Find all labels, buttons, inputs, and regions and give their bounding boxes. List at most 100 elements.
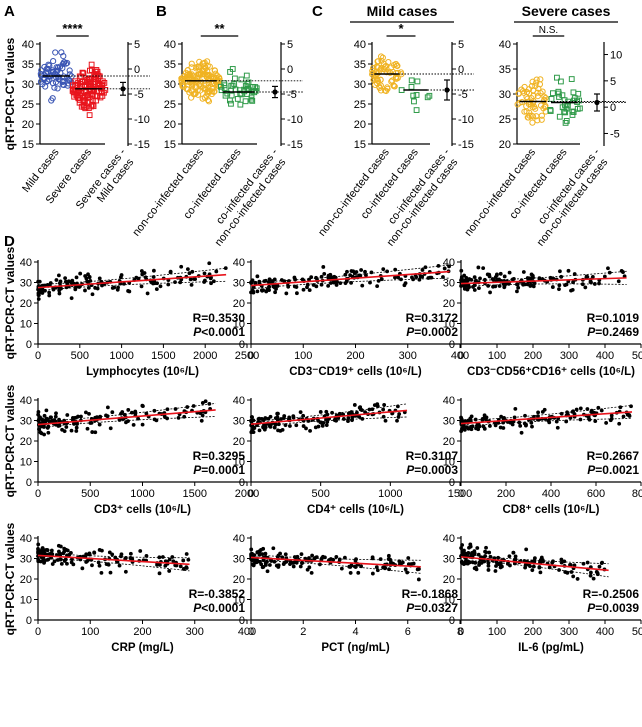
data-point: [529, 272, 534, 277]
y-tick-label: 15: [22, 139, 34, 151]
data-point: [367, 407, 372, 412]
y-tick-label: 40: [22, 39, 34, 51]
data-point: [200, 400, 205, 405]
data-point: [37, 78, 45, 85]
data-point: [52, 49, 59, 56]
data-point: [557, 287, 561, 292]
x-tick-label: 2000: [235, 488, 259, 500]
x-tick-label: 0: [248, 626, 254, 638]
data-point: [408, 83, 415, 90]
data-point: [516, 285, 521, 290]
data-point: [474, 426, 478, 431]
data-point: [56, 543, 61, 548]
data-point: [49, 68, 56, 76]
y-tick-label: 40: [443, 257, 455, 269]
data-point: [62, 429, 67, 434]
x-tick-label: 300: [560, 350, 578, 362]
data-point: [338, 281, 343, 286]
data-point: [263, 563, 268, 567]
data-point: [530, 568, 535, 573]
x-tick-label: 8: [457, 626, 463, 638]
data-point: [166, 282, 171, 287]
data-point: [360, 416, 365, 421]
x-tick-label: 200: [524, 350, 542, 362]
data-point: [204, 89, 211, 96]
data-point: [478, 276, 482, 281]
ci-band-lower: [460, 559, 609, 578]
data-point: [593, 419, 598, 424]
data-point: [249, 415, 254, 419]
data-point: [470, 560, 475, 565]
data-point: [64, 74, 71, 81]
data-point: [44, 77, 51, 85]
data-point: [410, 92, 417, 99]
data-point: [313, 555, 318, 560]
data-point: [547, 107, 554, 113]
data-point: [288, 424, 292, 428]
x-tick-label: 0: [458, 626, 464, 638]
data-point: [372, 403, 377, 408]
data-point: [78, 73, 85, 80]
data-point: [411, 98, 417, 105]
x-tick-label: 100: [294, 350, 312, 362]
data-point: [519, 430, 524, 435]
correlation-p: P=0.0327: [406, 601, 458, 615]
data-point: [60, 81, 67, 89]
y-tick-label: 10: [20, 457, 32, 469]
data-point: [514, 101, 521, 108]
data-point: [108, 570, 113, 575]
data-point: [472, 566, 477, 571]
data-point: [334, 283, 339, 287]
x-axis-title: Lymphocytes (10⁶/L): [86, 366, 199, 378]
data-point: [538, 116, 545, 123]
data-point: [249, 97, 256, 104]
x-tick-label: 800: [632, 488, 642, 500]
data-point: [251, 430, 256, 435]
data-point: [209, 275, 213, 280]
data-point: [467, 560, 472, 565]
data-point: [627, 414, 632, 418]
data-point: [66, 67, 73, 74]
data-point: [369, 70, 376, 77]
y-tick-label: 30: [354, 79, 366, 91]
correlation-r: R=0.2667: [587, 449, 640, 463]
data-point: [310, 553, 315, 558]
data-point: [390, 61, 398, 69]
data-point: [384, 85, 391, 92]
data-point: [99, 93, 106, 99]
data-point: [571, 574, 576, 579]
data-point: [381, 267, 386, 272]
data-point: [282, 414, 287, 418]
data-point: [619, 269, 624, 273]
data-point: [167, 569, 172, 573]
y-tick-label: 20: [443, 574, 455, 586]
data-point: [392, 74, 400, 81]
data-point: [459, 429, 464, 434]
data-point: [416, 577, 421, 582]
data-point: [90, 292, 95, 297]
right-y-tick-label: 10: [610, 50, 622, 62]
data-point: [574, 407, 579, 412]
data-point: [486, 563, 491, 568]
data-point: [84, 77, 91, 83]
data-point: [568, 76, 575, 82]
data-point: [243, 72, 250, 79]
data-point: [298, 564, 303, 569]
data-point: [203, 73, 210, 81]
data-point: [604, 421, 609, 425]
data-point: [200, 60, 207, 67]
data-point: [49, 80, 57, 87]
data-point: [185, 267, 190, 271]
data-point: [208, 88, 215, 95]
data-point: [410, 275, 414, 280]
data-point: [163, 563, 168, 568]
data-point: [291, 564, 296, 569]
y-tick-label: 40: [20, 395, 32, 407]
data-point: [190, 91, 197, 98]
data-point: [158, 284, 163, 289]
data-point: [93, 97, 100, 104]
data-point: [38, 415, 42, 420]
ci-band-lower: [37, 558, 190, 572]
data-point: [556, 94, 562, 100]
p-symbol: P: [587, 325, 596, 339]
